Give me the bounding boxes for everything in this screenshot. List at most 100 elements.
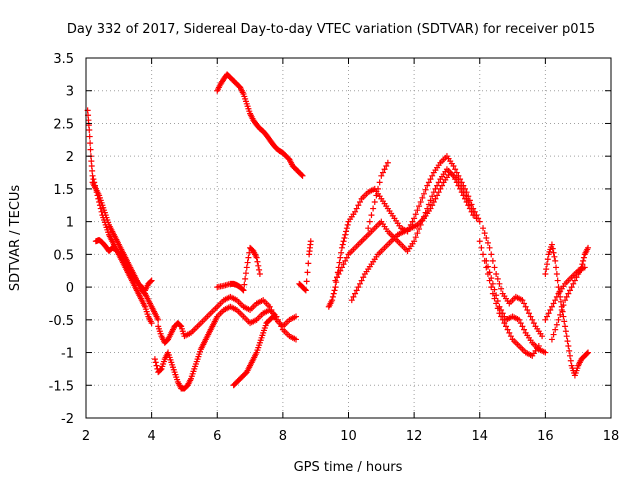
y-axis-label: SDTVAR / TECUs [8, 185, 23, 292]
data-point [432, 195, 439, 202]
data-point [491, 295, 498, 302]
data-point [471, 212, 478, 219]
data-point [342, 257, 349, 264]
x-tick-label: 2 [82, 429, 90, 444]
data-point [507, 333, 514, 340]
data-point [496, 303, 503, 310]
data-point [427, 205, 434, 212]
data-point [564, 338, 571, 345]
data-point [352, 290, 359, 297]
data-point [355, 284, 362, 291]
data-point [488, 275, 495, 282]
data-point [330, 290, 337, 297]
data-point [427, 176, 434, 183]
chart-title: Day 332 of 2017, Sidereal Day-to-day VTE… [67, 22, 595, 37]
data-point [498, 307, 505, 313]
data-point [412, 211, 419, 218]
data-point [560, 313, 567, 320]
data-point [299, 172, 306, 179]
data-point [560, 302, 567, 309]
x-tick-label: 16 [537, 429, 554, 444]
data-point [414, 230, 421, 237]
data-point [157, 366, 164, 373]
data-point [494, 298, 501, 304]
data-point [579, 261, 586, 268]
data-point [530, 320, 537, 327]
data-point [465, 199, 472, 205]
data-point [303, 278, 310, 285]
data-point [489, 290, 496, 297]
data-point [273, 313, 280, 320]
y-tick-label: 3.5 [53, 52, 74, 67]
data-point [355, 202, 362, 209]
series-track-e [155, 293, 299, 346]
data-point [517, 320, 524, 327]
data-point [529, 316, 536, 323]
data-point [501, 320, 508, 327]
data-point [555, 316, 562, 323]
series-track-c [92, 236, 155, 294]
data-point [434, 192, 441, 199]
data-point [483, 257, 490, 264]
data-point [148, 277, 155, 284]
data-point [478, 244, 485, 251]
data-point [343, 254, 350, 261]
data-point [460, 189, 467, 196]
tick-labels: 2 4 6 8 10 12 14 16 18 -2 -1.5 -1 -0.5 0 0.5 1 1.5 2 2.5 3 3… [49, 52, 620, 444]
data-point [484, 263, 491, 270]
data-point [476, 238, 483, 245]
data-point [420, 190, 427, 197]
data-point [486, 269, 493, 276]
data-point [585, 349, 592, 356]
y-tick-label: 3 [66, 85, 74, 100]
data-point [544, 256, 551, 263]
data-point [565, 290, 572, 297]
data-point [557, 298, 564, 305]
data-point [550, 249, 557, 256]
data-point [463, 195, 470, 202]
series-track-l [348, 169, 480, 304]
data-point [566, 287, 573, 294]
y-tick-label: -1 [61, 347, 74, 362]
data-point [370, 205, 377, 212]
y-tick-label: 2.5 [53, 117, 74, 132]
data-point [153, 362, 160, 369]
data-point [527, 313, 534, 320]
data-point [483, 235, 490, 241]
data-point [581, 264, 588, 271]
data-point [87, 146, 94, 153]
data-point [489, 257, 496, 264]
data-point [504, 326, 511, 333]
data-point [552, 297, 559, 304]
data-point [365, 225, 372, 232]
data-point [549, 245, 556, 252]
data-point [302, 287, 309, 294]
data-point [571, 277, 578, 284]
data-point [584, 350, 591, 357]
data-point [331, 287, 338, 294]
y-tick-label: 1 [66, 216, 74, 231]
data-point [253, 254, 260, 261]
data-point [358, 277, 365, 284]
data-point [336, 259, 343, 266]
y-tick-label: -0.5 [49, 314, 74, 329]
series-track-p [480, 225, 546, 340]
data-point [356, 280, 363, 287]
data-point [424, 182, 431, 189]
data-point [266, 303, 273, 310]
data-point [585, 244, 592, 251]
data-point [557, 311, 564, 318]
data-point [293, 313, 299, 320]
data-point [496, 280, 503, 287]
data-point [565, 343, 572, 349]
data-point [383, 163, 390, 169]
data-point [458, 185, 465, 192]
data-point [360, 274, 367, 281]
data-point [480, 251, 487, 258]
data-point [548, 336, 555, 343]
data-point [366, 218, 373, 225]
data-point [268, 307, 275, 313]
data-point [339, 241, 346, 248]
data-point [337, 267, 344, 274]
data-point [348, 297, 355, 304]
